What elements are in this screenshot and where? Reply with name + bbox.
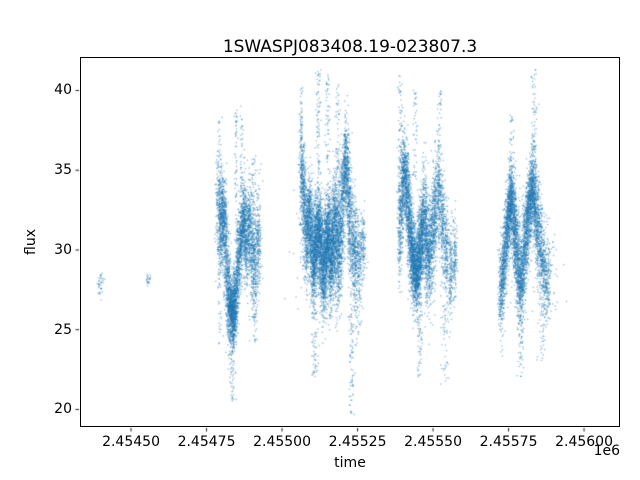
x-axis-label: time <box>334 455 366 471</box>
y-tick-label: 25 <box>54 321 72 338</box>
y-tick-label: 20 <box>54 401 72 418</box>
x-tick-label: 2.45600 <box>555 434 613 450</box>
y-axis-label: flux <box>23 229 39 255</box>
x-tick-label: 2.45500 <box>253 434 311 450</box>
y-tick-label: 30 <box>54 241 72 258</box>
x-tick-label: 2.45575 <box>479 434 538 450</box>
x-tick-label: 2.45525 <box>328 434 387 450</box>
y-tick-label: 35 <box>54 162 72 179</box>
x-tick-label: 2.45450 <box>102 434 160 450</box>
axis-offset-label: 1e6 <box>593 443 620 459</box>
x-tick-label: 2.45475 <box>177 434 236 450</box>
x-tick-label: 2.45550 <box>404 434 462 450</box>
y-tick-label: 40 <box>54 82 72 99</box>
